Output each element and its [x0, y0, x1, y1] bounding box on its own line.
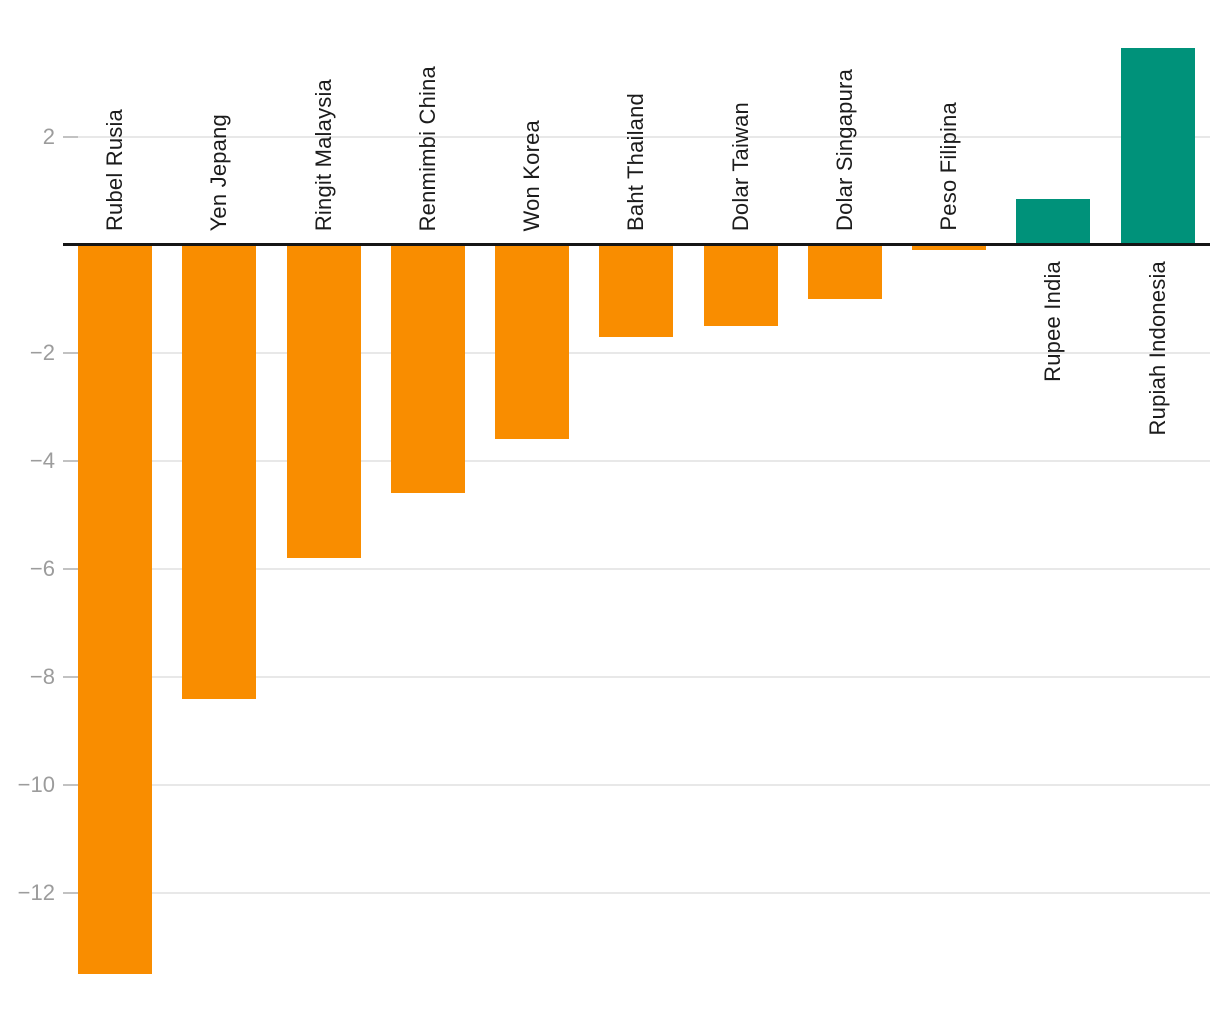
y-gridline	[63, 136, 1210, 138]
bar-peso-filipina	[912, 245, 986, 251]
y-tick-mark	[63, 352, 78, 354]
y-tick-label: −8	[29, 664, 55, 689]
y-gridline	[63, 460, 1210, 462]
y-gridline	[63, 892, 1210, 894]
y-gridline	[63, 568, 1210, 570]
category-label-dolar-taiwan: Dolar Taiwan	[727, 101, 753, 231]
bar-dolar-taiwan	[703, 245, 778, 326]
y-tick-mark	[63, 784, 78, 786]
category-label-rupiah-indonesia: Rupiah Indonesia	[1144, 261, 1170, 436]
y-tick-label: −2	[29, 340, 55, 365]
bar-renmimbi-china	[390, 245, 465, 494]
y-tick-mark	[63, 676, 78, 678]
category-label-baht-thailand: Baht Thailand	[623, 93, 649, 231]
bar-yen-jepang	[182, 245, 257, 699]
y-tick-mark	[63, 136, 78, 138]
y-tick-label: −4	[29, 448, 55, 473]
category-label-dolar-singapura: Dolar Singapura	[831, 69, 857, 231]
bar-baht-thailand	[599, 245, 674, 337]
category-label-won-korea: Won Korea	[519, 119, 544, 231]
y-tick-label: −10	[17, 772, 55, 797]
y-gridline	[63, 352, 1210, 354]
bar-rubel-rusia	[78, 245, 152, 974]
bar-won-korea	[495, 245, 569, 440]
bar-rupiah-indonesia	[1120, 47, 1195, 245]
y-tick-label: −6	[29, 556, 55, 581]
category-label-peso-filipina: Peso Filipina	[936, 102, 961, 231]
y-tick-label: −12	[17, 880, 55, 905]
y-tick-mark	[63, 460, 78, 462]
category-label-rupee-india: Rupee India	[1040, 261, 1066, 382]
bar-dolar-singapura	[807, 245, 882, 299]
y-gridline	[63, 676, 1210, 678]
bar-rupee-india	[1016, 199, 1091, 245]
y-tick-mark	[63, 892, 78, 894]
zero-axis-line	[63, 243, 1210, 246]
y-tick-label: 2	[42, 124, 55, 149]
bar-ringit-malaysia	[286, 245, 361, 559]
y-gridline	[63, 784, 1210, 786]
category-label-yen-jepang: Yen Jepang	[206, 113, 232, 231]
category-label-renmimbi-china: Renmimbi China	[414, 65, 440, 231]
category-label-rubel-rusia: Rubel Rusia	[102, 108, 127, 231]
category-label-ringit-malaysia: Ringit Malaysia	[310, 78, 336, 231]
y-tick-mark	[63, 568, 78, 570]
